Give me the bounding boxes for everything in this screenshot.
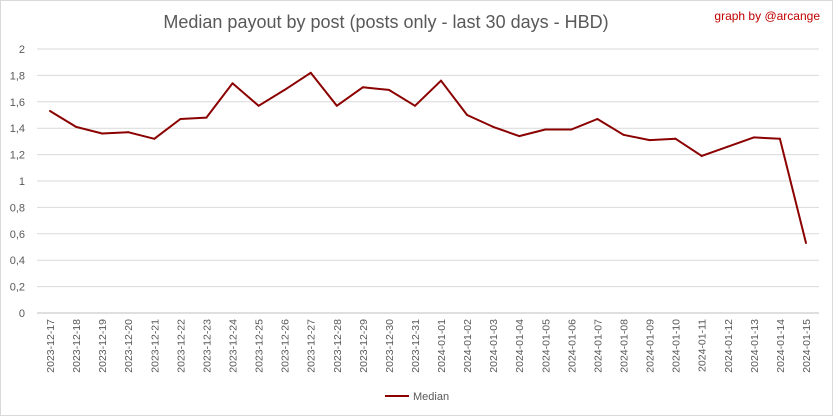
x-tick-label: 2024-01-04 <box>514 319 526 373</box>
x-tick-label: 2024-01-02 <box>462 319 474 373</box>
y-tick-label: 0 <box>19 308 25 320</box>
data-point <box>205 116 208 119</box>
x-tick-label: 2023-12-18 <box>71 319 83 373</box>
data-point <box>413 104 416 107</box>
x-tick-label: 2023-12-25 <box>254 319 266 373</box>
x-tick-label: 2023-12-21 <box>149 319 161 373</box>
data-point <box>101 132 104 135</box>
y-tick-label: 1,8 <box>10 70 25 82</box>
data-point <box>283 88 286 91</box>
data-point <box>492 125 495 128</box>
data-point <box>153 137 156 140</box>
y-tick-label: 0,6 <box>10 229 25 241</box>
x-tick-label: 2024-01-14 <box>775 319 787 373</box>
data-point <box>335 104 338 107</box>
data-point <box>674 137 677 140</box>
x-tick-label: 2023-12-17 <box>45 319 57 373</box>
data-point <box>778 137 781 140</box>
y-tick-label: 0,4 <box>10 255 25 267</box>
y-tick-label: 1 <box>19 176 25 188</box>
x-tick-label: 2023-12-19 <box>97 319 109 373</box>
x-tick-label: 2023-12-28 <box>332 319 344 373</box>
x-tick-label: 2024-01-09 <box>645 319 657 373</box>
series-group <box>49 71 807 245</box>
x-tick-label: 2023-12-22 <box>175 319 187 373</box>
x-tick-label: 2024-01-12 <box>723 319 735 373</box>
chart-title: Median payout by post (posts only - last… <box>163 12 609 32</box>
y-tick-label: 1,6 <box>10 97 25 109</box>
chart-credit: graph by @arcange <box>714 9 820 23</box>
y-tick-label: 0,2 <box>10 282 25 294</box>
x-tick-label: 2023-12-24 <box>228 319 240 373</box>
series-line-median <box>49 71 807 244</box>
x-tick-label: 2024-01-05 <box>540 319 552 373</box>
x-tick-label: 2023-12-27 <box>306 319 318 373</box>
x-tick-label: 2024-01-07 <box>592 319 604 373</box>
data-point <box>127 131 130 134</box>
data-point <box>49 110 52 113</box>
data-point <box>518 135 521 138</box>
data-point <box>179 117 182 120</box>
y-axis-ticks: 0 0,2 0,4 0,6 0,8 1 1,2 1,4 1,6 1,8 2 <box>10 44 25 320</box>
x-tick-label: 2023-12-23 <box>201 319 213 373</box>
legend: Median <box>385 391 449 403</box>
data-point <box>466 114 469 116</box>
y-tick-label: 0,8 <box>10 202 25 214</box>
y-tick-label: 2 <box>19 44 25 56</box>
data-point <box>231 82 234 85</box>
grid-lines <box>37 48 819 314</box>
x-tick-label: 2023-12-20 <box>123 319 135 373</box>
x-tick-label: 2024-01-10 <box>671 319 683 373</box>
data-point <box>440 79 443 82</box>
data-point <box>804 242 807 245</box>
x-tick-label: 2024-01-11 <box>697 319 709 372</box>
data-point <box>648 139 651 142</box>
x-tick-label: 2024-01-06 <box>566 319 578 373</box>
x-tick-label: 2023-12-29 <box>358 319 370 373</box>
data-point <box>622 133 625 136</box>
y-tick-label: 1,2 <box>10 150 25 162</box>
data-point <box>596 117 599 120</box>
data-point <box>726 145 729 148</box>
data-point <box>361 86 364 89</box>
data-point <box>700 154 703 157</box>
x-tick-label: 2023-12-26 <box>280 319 292 373</box>
x-tick-label: 2024-01-03 <box>488 319 500 373</box>
x-tick-label: 2023-12-31 <box>410 319 422 373</box>
data-point <box>257 104 260 107</box>
y-tick-label: 1,4 <box>10 123 25 135</box>
data-point <box>544 128 547 131</box>
x-tick-label: 2023-12-30 <box>384 319 396 373</box>
x-tick-label: 2024-01-13 <box>749 319 761 373</box>
data-point <box>309 71 312 74</box>
data-point <box>752 136 755 139</box>
x-axis-ticks: 2023-12-17 2023-12-18 2023-12-19 2023-12-20… <box>45 319 813 373</box>
data-point <box>75 125 78 128</box>
legend-label: Median <box>413 391 449 403</box>
x-tick-label: 2024-01-01 <box>436 319 448 373</box>
data-point <box>387 88 390 91</box>
data-point <box>570 128 573 131</box>
x-tick-label: 2024-01-08 <box>619 319 631 373</box>
x-tick-label: 2024-01-15 <box>801 319 813 373</box>
